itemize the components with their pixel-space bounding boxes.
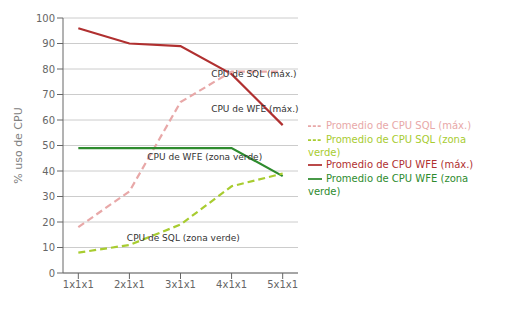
svg-text:60: 60 [42,115,55,126]
html-text:Promedio de CPU SQL (zona verd: Promedio de CPU SQL (zona verde) [308,134,467,158]
svg-text:40: 40 [42,166,55,177]
html-text:Promedio de CPU SQL (máx.): Promedio de CPU SQL (máx.) [326,120,472,131]
svg-text:80: 80 [42,64,55,75]
svg-text:CPU de WFE (zona verde): CPU de WFE (zona verde) [147,152,262,162]
svg-text:0: 0 [49,268,55,279]
svg-text:CPU de SQL (máx.): CPU de SQL (máx.) [211,69,296,79]
svg-text:% uso de CPU: % uso de CPU [12,107,25,184]
svg-text:CPU de WFE (máx.): CPU de WFE (máx.) [211,104,298,114]
svg-text:3x1x1: 3x1x1 [165,279,196,290]
svg-text:4x1x1: 4x1x1 [216,279,247,290]
svg-text:30: 30 [42,191,55,202]
svg-text:1x1x1: 1x1x1 [63,279,94,290]
svg-text:10: 10 [42,242,55,253]
svg-text:70: 70 [42,89,55,100]
svg-text:20: 20 [42,217,55,228]
svg-text:100: 100 [36,13,55,24]
svg-text:5x1x1: 5x1x1 [267,279,298,290]
svg-text:50: 50 [42,140,55,151]
svg-text:90: 90 [42,38,55,49]
html-text:Promedio de CPU WFE (zona verd: Promedio de CPU WFE (zona verde) [308,173,469,197]
svg-text:2x1x1: 2x1x1 [114,279,145,290]
html-text:Promedio de CPU WFE (máx.): Promedio de CPU WFE (máx.) [326,159,474,170]
svg-text:CPU de SQL (zona verde): CPU de SQL (zona verde) [127,233,240,243]
